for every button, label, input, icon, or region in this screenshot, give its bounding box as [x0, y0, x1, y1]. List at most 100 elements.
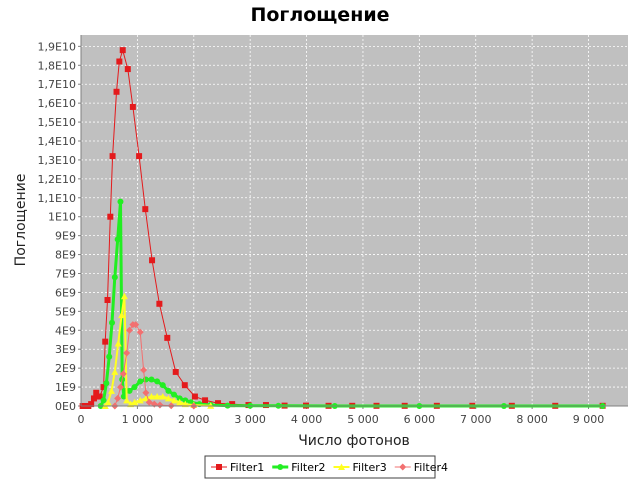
- data-point-filter2: [106, 353, 113, 360]
- data-point-filter1: [202, 397, 209, 404]
- chart-title: Поглощение: [250, 4, 389, 26]
- data-point-filter3: [164, 394, 172, 402]
- x-tick-label: 3 000: [234, 413, 266, 426]
- y-tick-label: 3E9: [55, 343, 76, 356]
- data-point-filter4: [123, 349, 131, 357]
- data-point-filter1: [107, 213, 114, 220]
- y-tick-label: 9E9: [55, 230, 76, 243]
- data-point-filter1: [113, 88, 120, 95]
- y-tick-label: 1E9: [55, 381, 76, 394]
- data-point-filter2: [120, 393, 127, 400]
- legend-marker-filter4: [399, 463, 407, 471]
- data-point-filter3: [170, 396, 178, 404]
- data-point-filter1: [109, 153, 116, 160]
- data-point-filter2: [137, 378, 144, 385]
- data-point-filter2: [154, 378, 161, 385]
- y-tick-label: 1,6E10: [38, 97, 76, 110]
- data-point-filter1: [100, 384, 107, 391]
- data-point-filter3: [153, 393, 161, 400]
- x-tick-label: 4 000: [291, 413, 323, 426]
- data-point-filter4: [142, 389, 150, 397]
- data-point-filter2: [142, 376, 149, 383]
- data-point-filter2: [182, 397, 189, 404]
- data-point-filter4: [114, 394, 122, 402]
- data-point-filter1: [102, 338, 109, 345]
- data-point-filter1: [191, 393, 198, 400]
- data-point-filter4: [156, 401, 164, 409]
- legend: Filter1 Filter2 Filter3 Filter4: [204, 455, 448, 479]
- legend-marker-filter3: [338, 463, 345, 470]
- data-point-filter1: [96, 393, 103, 400]
- data-point-filter1: [229, 401, 236, 408]
- data-point-filter3: [127, 400, 135, 408]
- data-point-filter3: [123, 396, 131, 404]
- data-point-filter1: [116, 58, 123, 65]
- data-point-filter3: [176, 398, 184, 406]
- data-point-filter2: [148, 376, 155, 383]
- data-point-filter1: [181, 382, 188, 389]
- data-point-filter1: [129, 103, 136, 110]
- data-point-filter3: [111, 368, 119, 375]
- legend-label-filter4: Filter4: [414, 461, 448, 474]
- y-tick-label: 1,5E10: [38, 116, 76, 129]
- y-tick-label: 8E9: [55, 249, 76, 262]
- x-tick-label: 7 000: [460, 413, 492, 426]
- data-point-filter2: [131, 384, 138, 391]
- x-tick-label: 2 000: [178, 413, 210, 426]
- data-point-filter1: [156, 300, 163, 307]
- data-point-filter3: [131, 398, 139, 406]
- data-point-filter1: [136, 153, 143, 160]
- data-point-filter2: [111, 274, 118, 281]
- legend-marker-filter2: [277, 464, 284, 470]
- x-tick-label: 5 000: [347, 413, 379, 426]
- data-point-filter2: [103, 380, 110, 387]
- x-tick-label: 0: [78, 413, 85, 426]
- data-point-filter4: [125, 326, 133, 334]
- y-tick-label: 2E9: [55, 362, 76, 375]
- data-point-filter2: [171, 391, 178, 398]
- y-tick-label: 1,8E10: [38, 59, 76, 72]
- x-tick-label: 1 000: [122, 413, 154, 426]
- data-point-filter4: [132, 321, 140, 329]
- data-point-filter3: [114, 340, 122, 347]
- data-point-filter3: [120, 292, 128, 300]
- y-tick-label: 4E9: [55, 324, 76, 337]
- data-point-filter4: [136, 328, 144, 336]
- data-point-filter1: [164, 334, 171, 341]
- data-point-filter3: [104, 398, 112, 406]
- data-point-filter1: [215, 400, 222, 407]
- data-point-filter4: [140, 366, 148, 374]
- x-tick-label: 8 000: [516, 413, 548, 426]
- legend-label-filter3: Filter3: [353, 461, 387, 474]
- data-point-filter3: [136, 396, 144, 404]
- data-point-filter3: [159, 393, 167, 400]
- y-tick-label: 1,4E10: [38, 135, 76, 148]
- data-point-filter2: [114, 236, 121, 243]
- data-point-filter1: [119, 47, 126, 54]
- x-tick-label: 6 000: [404, 413, 436, 426]
- legend-box: [204, 455, 436, 479]
- data-point-filter3: [118, 311, 126, 319]
- x-axis-label: Число фотонов: [298, 433, 410, 449]
- data-point-filter4: [119, 370, 127, 378]
- legend-label-filter1: Filter1: [230, 461, 264, 474]
- data-point-filter3: [142, 394, 150, 402]
- legend-label-filter2: Filter2: [291, 461, 325, 474]
- y-tick-label: 1E10: [48, 211, 76, 224]
- y-tick-label: 0E0: [55, 400, 76, 413]
- data-point-filter2: [100, 397, 107, 404]
- data-point-filter4: [116, 383, 124, 391]
- y-axis-ticks: 0E0 1E9 2E9 3E9 4E9 5E9 6E9 7E9 8E9 9E9 1E10 1,1E10…: [38, 40, 81, 413]
- legend-marker-filter1: [216, 464, 222, 470]
- y-tick-label: 1,9E10: [38, 40, 76, 53]
- data-point-filter1: [88, 401, 95, 408]
- x-axis-ticks: 0 1 000 2 000 3 000 4 000 5 000 6 000 7 000 8 00…: [78, 406, 604, 426]
- y-axis-label: Поглощение: [13, 174, 29, 267]
- series-filter4: [111, 321, 198, 410]
- data-point-filter1: [172, 368, 179, 375]
- data-point-filter2: [165, 387, 172, 394]
- y-tick-label: 1,1E10: [38, 192, 76, 205]
- data-point-filter2: [109, 319, 116, 326]
